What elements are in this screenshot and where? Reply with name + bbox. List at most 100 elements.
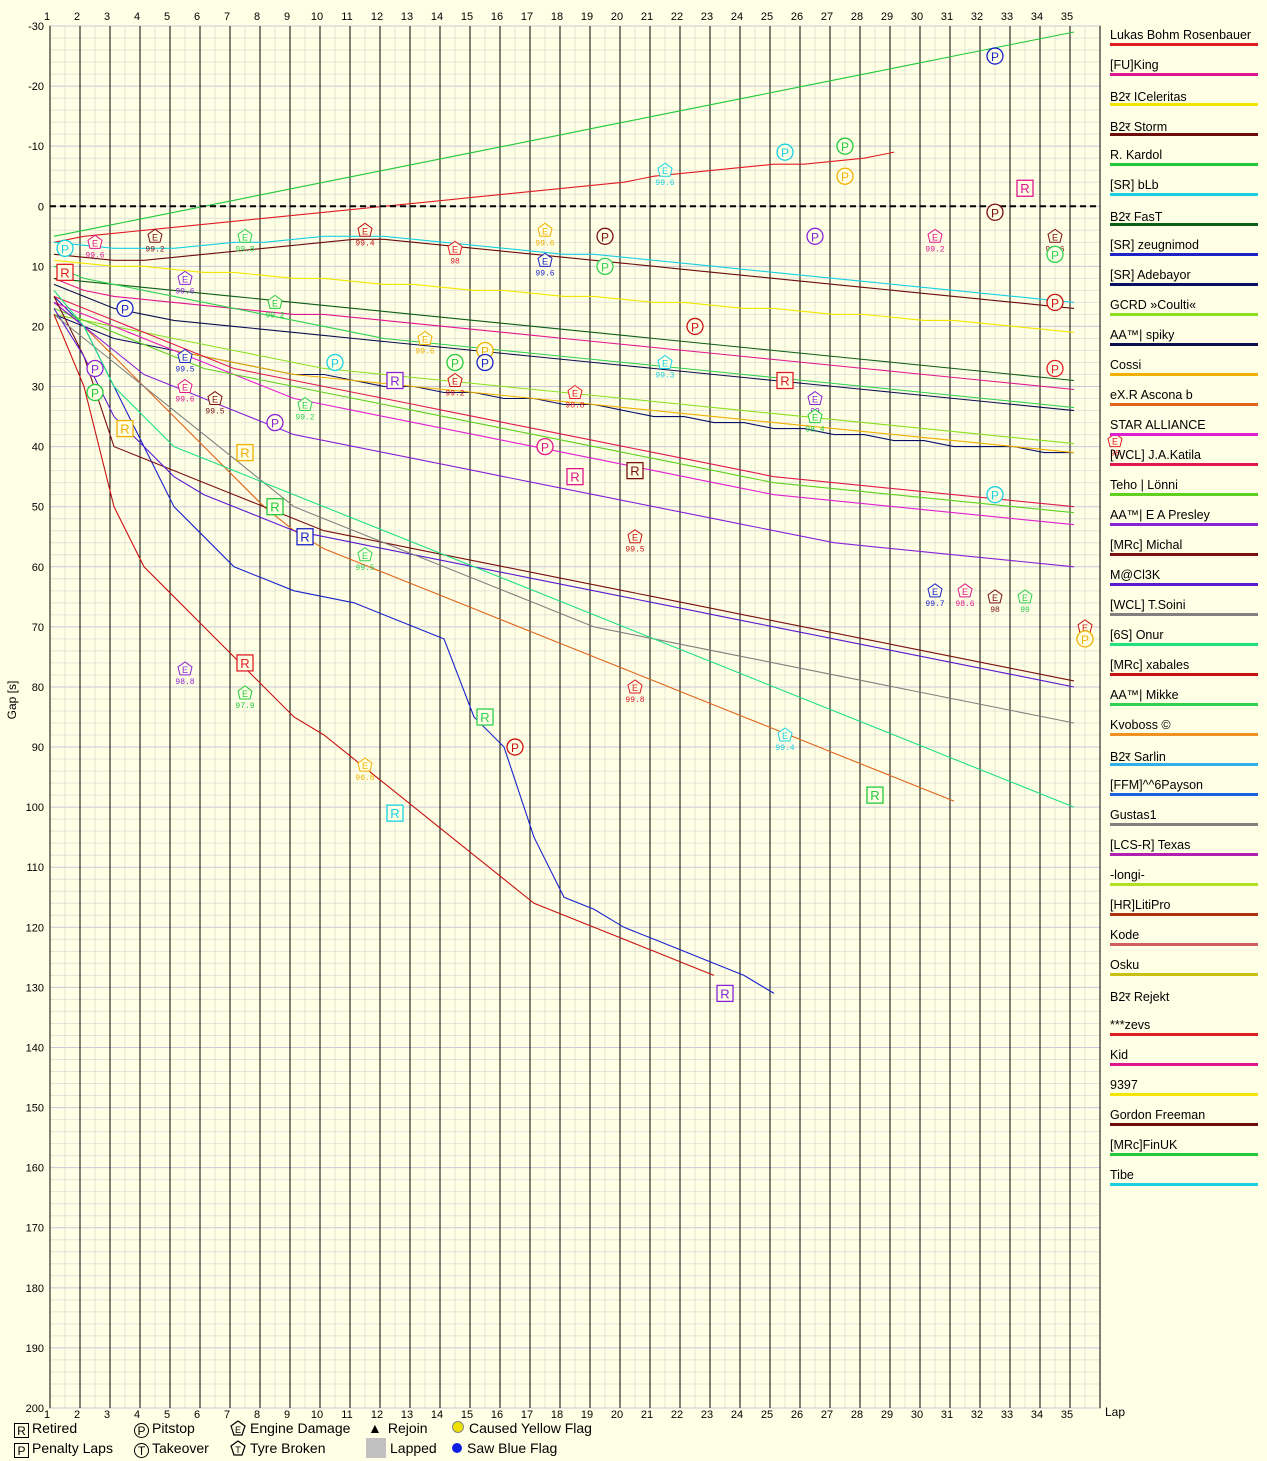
legend-entry-name: Gustas1 xyxy=(1110,808,1157,822)
pitstop-marker: P xyxy=(86,383,104,402)
x-tick-label: 9 xyxy=(284,1409,290,1421)
x-tick-label: 21 xyxy=(641,11,653,23)
engine-damage-value: 98.8 xyxy=(175,678,194,687)
legend-entry: AA™| E A Presley xyxy=(1106,506,1262,536)
series-lines xyxy=(53,31,1075,994)
pitstop-icon xyxy=(1046,359,1064,378)
retired-letter: R xyxy=(870,788,879,803)
engine-damage-marker: E 97.9 xyxy=(235,685,255,711)
legend-entry: Teho | Lönni xyxy=(1106,476,1262,506)
pitstop-letter: P xyxy=(601,230,609,244)
y-tick-label: 150 xyxy=(26,1103,44,1115)
legend-entry-name: M@Cl3K xyxy=(1110,568,1161,582)
x-tick-label: 1 xyxy=(44,1409,50,1421)
legend-entry: GCRD »Coulti« xyxy=(1106,296,1262,326)
pitstop-icon xyxy=(836,167,854,185)
engine-damage-icon xyxy=(357,222,373,237)
legend-entry-swatch xyxy=(1110,853,1258,856)
engine-letter: E xyxy=(632,533,638,543)
retired-letter: R xyxy=(300,530,309,545)
legend-entry-swatch xyxy=(1110,583,1258,586)
y-tick-label: 60 xyxy=(32,562,44,574)
legend-entry: [WCL] T.Soini xyxy=(1106,596,1262,626)
pitstop-icon xyxy=(326,353,344,372)
engine-letter: E xyxy=(182,665,188,675)
legend-entry: [SR] bLb xyxy=(1106,176,1262,206)
engine-damage-icon xyxy=(927,228,943,243)
legend-entry: Osku xyxy=(1106,956,1262,986)
engine-damage-marker: E 99.6 xyxy=(535,222,555,248)
legend-entry: ***zevs xyxy=(1106,1016,1262,1046)
engine-damage-marker: E 96.8 xyxy=(355,757,375,783)
legend-entry-swatch xyxy=(1110,523,1258,526)
pitstop-icon xyxy=(1046,245,1064,263)
engine-damage-value: 98.8 xyxy=(565,402,584,411)
engine-damage-marker: E 98.4 xyxy=(805,408,825,435)
engine-letter: E xyxy=(452,244,458,254)
retired-marker: R xyxy=(116,419,134,438)
x-tick-label: 24 xyxy=(731,11,743,23)
x-tick-label: 11 xyxy=(341,1409,352,1421)
pitstop-icon xyxy=(836,137,854,155)
engine-letter: E xyxy=(302,401,308,411)
legend-entry-swatch xyxy=(1110,613,1258,616)
engine-damage-marker: E 99.5 xyxy=(355,547,375,573)
retired-letter: R xyxy=(780,374,789,389)
key-retired: R Retired xyxy=(14,1420,77,1438)
key-takeover-label: Takeover xyxy=(152,1440,209,1456)
legend-entry: 9397 xyxy=(1106,1076,1262,1106)
legend-entry: [FU]King xyxy=(1106,56,1262,86)
legend-entry-swatch xyxy=(1110,163,1258,166)
pitstop-marker: P xyxy=(1076,630,1094,648)
legend-entry-name: ***zevs xyxy=(1110,1018,1151,1032)
pitstop-marker: P xyxy=(986,486,1004,504)
legend-entry: Gustas1 xyxy=(1106,806,1262,836)
legend-entry-name: [WCL] J.A.Katila xyxy=(1110,448,1201,462)
y-tick-label: 70 xyxy=(32,622,44,634)
engine-letter: E xyxy=(362,551,368,561)
engine-letter: E xyxy=(242,689,248,699)
key-engine: E Engine Damage xyxy=(230,1420,350,1436)
engine-letter: E xyxy=(1052,232,1058,242)
engine-damage-icon: E xyxy=(230,1420,246,1436)
penalty-icon: P xyxy=(14,1443,29,1458)
engine-damage-marker: E 99.7 xyxy=(925,583,945,609)
engine-damage-icon xyxy=(177,348,193,363)
engine-letter: E xyxy=(242,232,248,242)
svg-text:E: E xyxy=(235,1425,241,1435)
engine-damage-marker: E 99.3 xyxy=(655,354,675,380)
pitstop-icon xyxy=(986,47,1004,65)
legend-entry-swatch xyxy=(1110,673,1258,676)
legend-entry: B2र Sarlin xyxy=(1106,746,1262,776)
engine-damage-value: 99.6 xyxy=(415,347,434,356)
x-tick-label: 2 xyxy=(74,1409,80,1421)
retired-icon xyxy=(56,263,74,282)
engine-damage-icon xyxy=(1047,228,1063,243)
y-tick-label: 40 xyxy=(32,442,44,454)
x-tick-label: 28 xyxy=(851,1409,863,1421)
x-tick-label: 1 xyxy=(44,11,50,23)
legend-entry: M@Cl3K xyxy=(1106,566,1262,596)
engine-letter: E xyxy=(632,683,638,693)
retired-icon xyxy=(866,786,884,804)
pitstop-marker: P xyxy=(1046,293,1064,312)
engine-letter: E xyxy=(662,166,668,176)
key-retired-label: Retired xyxy=(32,1420,78,1436)
engine-damage-value: 99.6 xyxy=(175,396,194,405)
x-tick-label: 13 xyxy=(401,11,413,23)
retired-letter: R xyxy=(630,464,639,479)
legend-entry-name: -longi- xyxy=(1110,868,1145,882)
retired-marker: R xyxy=(296,528,314,546)
pitstop-letter: P xyxy=(601,260,609,274)
legend-entry-name: Tibe xyxy=(1110,1168,1134,1182)
engine-letter: E xyxy=(182,383,188,393)
legend-entry-name: [6S] Onur xyxy=(1110,628,1164,642)
engine-letter: E xyxy=(962,587,968,597)
engine-damage-icon xyxy=(927,583,943,598)
x-tick-label: 33 xyxy=(1001,11,1013,23)
retired-letter: R xyxy=(1020,181,1029,196)
legend-entry-swatch xyxy=(1110,703,1258,706)
y-tick-label: 100 xyxy=(26,802,44,814)
engine-damage-icon xyxy=(627,679,643,694)
pitstop-marker: P xyxy=(86,359,104,378)
